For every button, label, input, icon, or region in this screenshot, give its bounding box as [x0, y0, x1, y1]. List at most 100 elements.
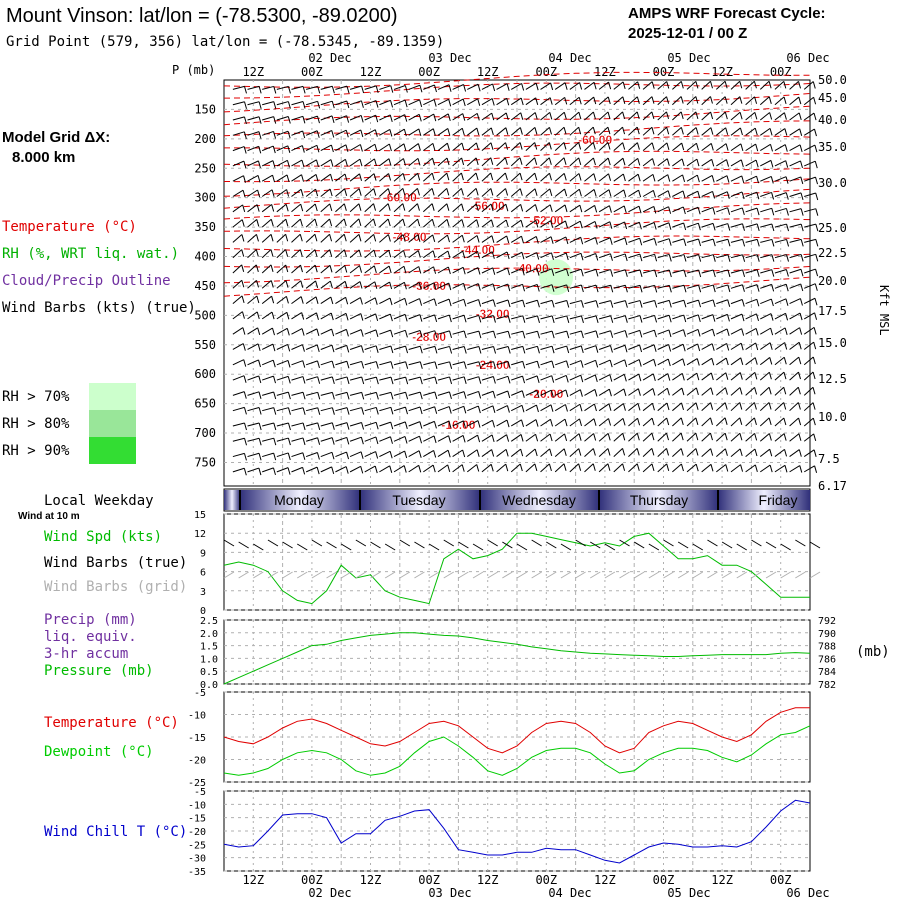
wind-barb: [423, 298, 435, 305]
wind-barb-flag: [433, 113, 437, 122]
wind-barb-flag: [519, 172, 523, 181]
wind-barb-flag: [418, 128, 422, 137]
wind-barb: [745, 448, 756, 457]
wind-barb-flag: [463, 420, 466, 429]
wind-barb-flag: [666, 158, 670, 166]
wind-barb: [481, 346, 494, 350]
wind-barb: [657, 402, 668, 412]
surface-wind-barb: [795, 539, 806, 547]
wind-barb: [305, 249, 316, 259]
wind-barb: [584, 418, 595, 427]
wind-barb: [437, 98, 449, 106]
wind-barb-flag: [374, 297, 378, 305]
y-tick-label: -5: [194, 787, 206, 798]
wind-barb: [628, 402, 639, 412]
wind-barb: [672, 81, 682, 90]
grid-wind-barb: [238, 571, 249, 579]
wind-barb: [789, 341, 800, 350]
wind-barb: [364, 218, 374, 228]
wind-barb: [349, 465, 361, 473]
wind-barb-flag: [580, 330, 584, 339]
wind-barb: [291, 296, 302, 305]
wind-barb-flag: [698, 254, 702, 262]
wind-barb-flag: [244, 86, 247, 94]
wind-barb-flag: [563, 463, 567, 471]
wind-barb: [320, 437, 333, 442]
precip-tick-label: 1.0: [200, 654, 218, 665]
wind-barb: [701, 80, 711, 90]
wind-barb: [320, 249, 331, 259]
wind-barb: [569, 173, 580, 182]
wind-barb-flag: [741, 299, 745, 307]
surface-wind-barb: [311, 539, 323, 547]
wind-barb-flag: [768, 433, 772, 441]
wind-barb: [232, 406, 245, 412]
wind-barb-flag: [785, 208, 789, 216]
wind-barb: [320, 391, 333, 396]
wind-barb-flag: [786, 223, 790, 232]
wind-barb-flag: [477, 98, 481, 106]
wind-barb: [467, 267, 479, 274]
wind-barb: [510, 419, 522, 427]
wind-barb-flag: [285, 264, 289, 273]
wind-barb-flag: [375, 361, 379, 369]
wind-barb: [496, 375, 509, 381]
wind-barb-flag: [563, 157, 567, 165]
wind-barb-flag: [800, 269, 804, 277]
wind-barb: [305, 328, 318, 335]
wind-barb-flag: [461, 157, 465, 166]
wind-barb: [305, 344, 318, 350]
wind-barb: [379, 406, 392, 412]
wind-barb: [540, 111, 551, 121]
wind-barb-flag: [740, 143, 744, 151]
wind-barb: [305, 100, 318, 106]
wind-barb: [232, 219, 243, 228]
wind-barb: [686, 463, 697, 473]
isotherm-contour: [223, 105, 811, 126]
wind-barb-flag: [286, 189, 290, 197]
wind-barb-flag: [636, 433, 640, 441]
wind-barb: [247, 145, 259, 152]
wind-barb-flag: [548, 142, 552, 150]
wind-barb-flag: [506, 83, 510, 91]
wind-barb: [759, 357, 771, 366]
wind-barb-flag: [724, 402, 728, 410]
wind-barb-flag: [798, 112, 802, 121]
wind-barb-flag: [462, 98, 466, 107]
wind-barb-flag: [769, 357, 773, 365]
wind-barb-flag: [548, 157, 552, 165]
wind-barb: [730, 432, 741, 442]
wind-barb-flag: [697, 191, 701, 199]
wind-barb-flag: [756, 313, 760, 321]
model-grid-value: 8.000 km: [12, 149, 75, 166]
wind-barb: [774, 96, 785, 106]
wind-barb: [364, 281, 376, 289]
wind-barb-flag: [388, 265, 392, 274]
wind-barb-flag: [375, 422, 379, 430]
wind-barb-flag: [462, 251, 466, 259]
wind-barb: [305, 376, 318, 381]
wind-barb-flag: [681, 402, 685, 411]
wind-barb-flag: [536, 390, 540, 398]
wind-barb-flag: [537, 315, 540, 324]
wind-barb: [789, 192, 802, 197]
wind-barb-flag: [448, 99, 452, 107]
wind-barb-flag: [286, 312, 290, 320]
hour-tick-label-top: 12Z: [242, 65, 264, 79]
wind-barb-flag: [682, 344, 686, 352]
wind-barb-flag: [785, 176, 789, 184]
wind-barb-flag: [578, 142, 582, 150]
wind-barb-flag: [272, 327, 275, 336]
wind-barb: [686, 343, 698, 350]
wind-barb: [393, 265, 405, 274]
wind-barb-flag: [683, 254, 687, 262]
wind-barb-flag: [491, 449, 495, 457]
wind-barb: [496, 283, 508, 289]
wind-barb-flag: [506, 434, 510, 442]
wind-barb: [730, 127, 741, 136]
wind-barb-flag: [361, 407, 365, 415]
wind-barb: [379, 249, 390, 259]
wind-barb: [305, 218, 316, 228]
wind-barb: [452, 330, 465, 335]
wind-barb-flag: [434, 361, 438, 369]
